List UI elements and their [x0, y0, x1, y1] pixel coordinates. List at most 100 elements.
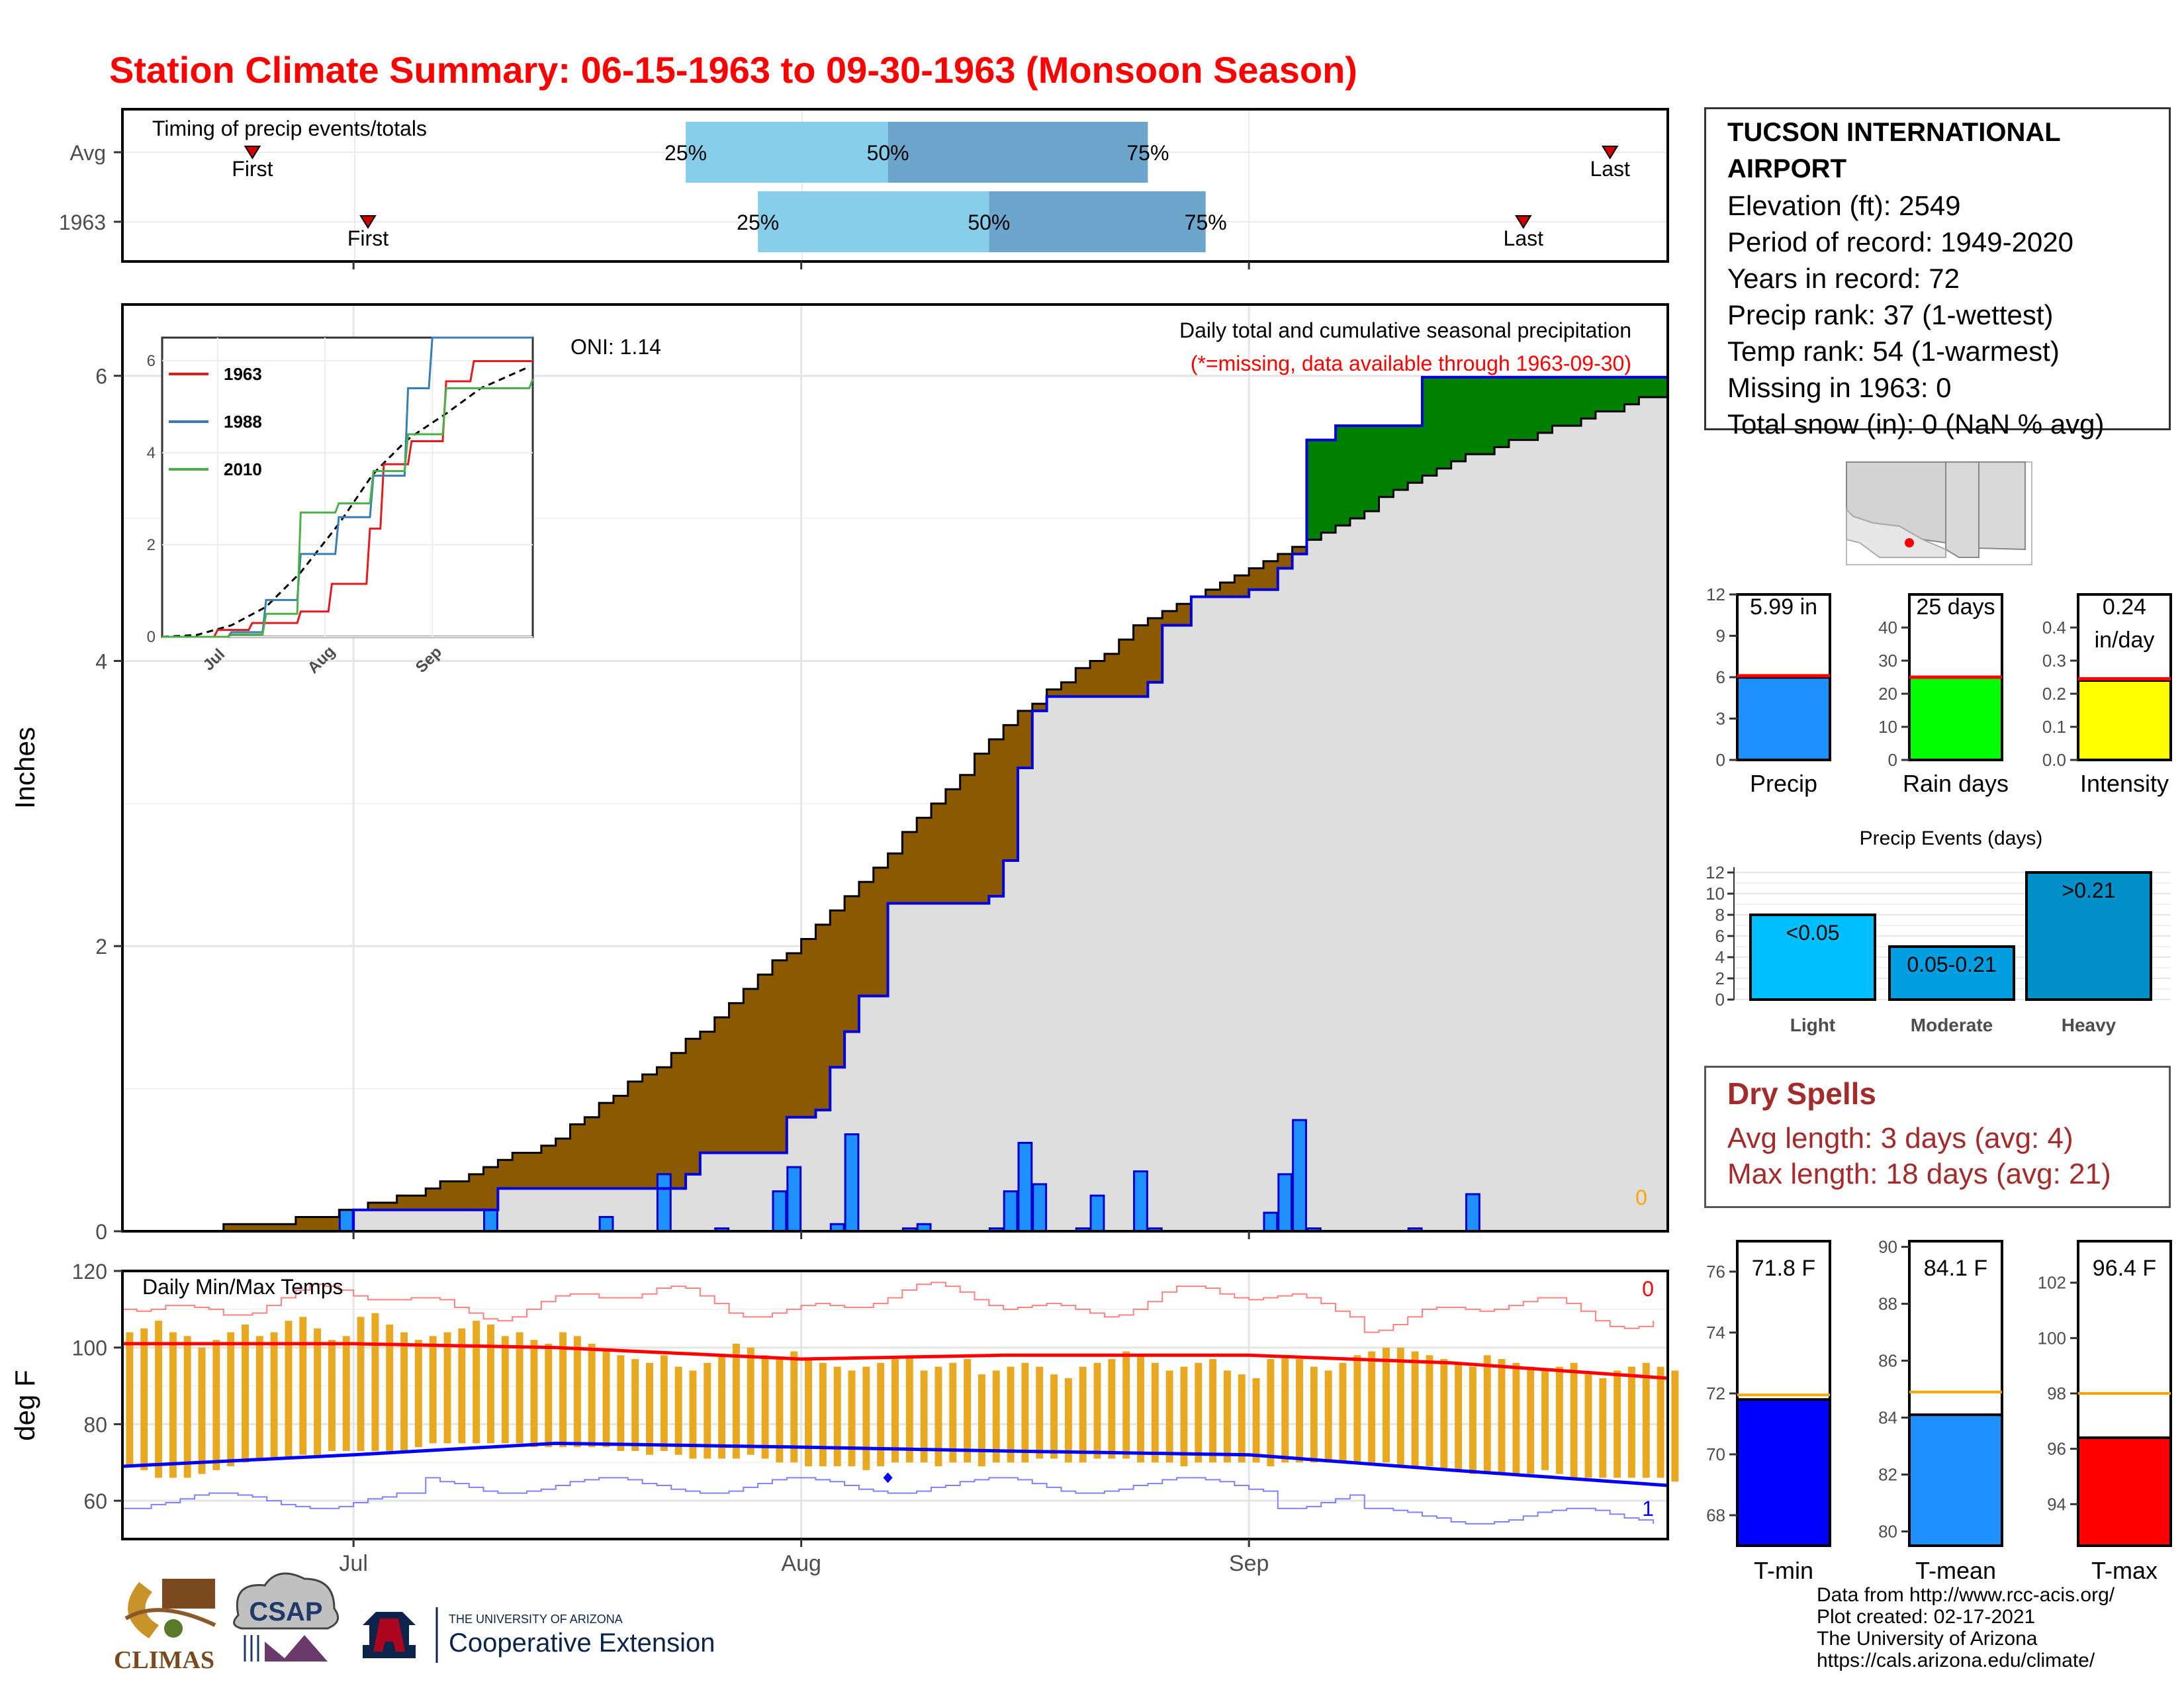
- month-label-Aug: Aug: [781, 1551, 821, 1576]
- events-bar-label-2: >0.21: [2062, 878, 2116, 902]
- daily-temp-range-bar: [978, 1374, 985, 1467]
- daily-temp-range-bar: [1440, 1359, 1448, 1470]
- cumulative-base-area: [1581, 418, 1596, 1232]
- daily-temp-range-bar: [1252, 1378, 1260, 1463]
- avg-exceeds-observed-area: [1205, 589, 1221, 597]
- temp-summary-tick-label: 90: [1878, 1237, 1897, 1257]
- daily-temp-range-bar: [949, 1362, 957, 1463]
- avg-exceeds-observed-area: [281, 1224, 296, 1231]
- temp-summary-tick-label: 74: [1706, 1323, 1725, 1342]
- avg-exceeds-observed-area: [786, 953, 802, 1117]
- daily-temp-range-bar: [559, 1332, 567, 1448]
- cumulative-base-area: [570, 1188, 585, 1231]
- events-tick-label: 6: [1715, 926, 1725, 946]
- observed-exceeds-avg-area: [1552, 377, 1567, 426]
- cumulative-base-area: [1046, 696, 1062, 1231]
- daily-temp-range-bar: [155, 1321, 163, 1478]
- avg-exceeds-observed-area: [902, 831, 917, 904]
- cumulative-base-area: [743, 1152, 758, 1231]
- cumulative-base-area: [858, 996, 874, 1231]
- avg-exceeds-observed-area: [1292, 547, 1308, 554]
- daily-temp-range-bar: [646, 1362, 653, 1455]
- cumulative-base-area: [1480, 454, 1495, 1232]
- cumulative-base-area: [440, 1209, 455, 1231]
- daily-temp-range-bar: [1281, 1355, 1289, 1463]
- daily-temp-range-bar: [1238, 1374, 1246, 1463]
- daily-temp-range-bar: [1614, 1370, 1621, 1478]
- events-tick-label: 0: [1715, 990, 1725, 1009]
- daily-precip-bar: [1263, 1211, 1279, 1233]
- inset-panel: 0 2 4 6 Jul Aug Sep 1963 1988 2010: [147, 336, 534, 677]
- temp-summary-bar-1: [1908, 1413, 2003, 1547]
- cumulative-base-area: [989, 896, 1004, 1231]
- summary-bar-xlabel-1: Rain days: [1903, 770, 2009, 797]
- daily-temp-range-bar: [1151, 1362, 1159, 1463]
- temp-summary-tick-label: 84: [1878, 1408, 1897, 1428]
- cumulative-base-area: [454, 1209, 470, 1231]
- observed-exceeds-avg-area: [1523, 377, 1539, 440]
- daily-temp-range-bar: [1296, 1359, 1303, 1463]
- observed-exceeds-avg-area: [1436, 377, 1452, 469]
- cumulative-base-area: [1610, 411, 1625, 1231]
- record-min-line: [122, 1477, 1655, 1524]
- avg-exceeds-observed-area: [729, 1003, 744, 1153]
- daily-temp-range-bar: [270, 1332, 278, 1459]
- avg-exceeds-observed-area: [1234, 575, 1250, 597]
- precip-caption: Daily total and cumulative seasonal prec…: [1179, 318, 1631, 342]
- inset-series-2010: [162, 379, 534, 638]
- timing-last-label-y1963: Last: [1504, 226, 1544, 250]
- daily-temp-range-bar: [530, 1340, 538, 1448]
- precip-missing-count: 0: [1635, 1186, 1647, 1209]
- events-tick-label: 12: [1706, 863, 1725, 882]
- avg-exceeds-observed-area: [887, 853, 903, 904]
- daily-temp-range-bar: [357, 1317, 365, 1451]
- cumulative-base-area: [1263, 589, 1279, 1231]
- daily-temp-range-bar: [255, 1336, 263, 1459]
- daily-temp-range-bar: [1122, 1351, 1130, 1459]
- daily-temp-range-bar: [1064, 1378, 1072, 1463]
- avg-exceeds-observed-area: [382, 1202, 398, 1210]
- cumulative-base-area: [627, 1188, 643, 1231]
- cumulative-base-area: [1552, 426, 1567, 1231]
- daily-temp-range-bar: [314, 1328, 322, 1455]
- timing-panel: 25% 50% 75% First Last 25% 50% 75% First Last Tim…: [59, 108, 1669, 263]
- avg-exceeds-observed-area: [1148, 618, 1163, 682]
- daily-temp-range-bar: [877, 1362, 885, 1467]
- daily-temp-range-bar: [443, 1332, 451, 1444]
- cumulative-base-area: [1234, 596, 1250, 1231]
- temp-summary-tick-label: 102: [2038, 1273, 2066, 1293]
- cumulative-base-area: [1220, 596, 1235, 1231]
- events-title: Precip Events (days): [1860, 827, 2043, 849]
- avg-exceeds-observed-area: [627, 1081, 643, 1189]
- summary-bar-tick-label: 0.4: [2042, 618, 2066, 637]
- cumulative-base-area: [1032, 710, 1048, 1231]
- summary-bar-tick-label: 10: [1878, 717, 1897, 737]
- credit-line-2: Plot created: 02-17-2021: [1817, 1606, 2036, 1628]
- precip-panel: 0 2 4 6 Daily total and cumulative seasonal…: [9, 261, 1669, 1244]
- daily-temp-range-bar: [1310, 1366, 1318, 1463]
- cumulative-base-area: [469, 1209, 484, 1231]
- avg-exceeds-observed-area: [310, 1217, 326, 1231]
- cumulative-base-area: [1624, 404, 1639, 1231]
- inset-x-tick-label: Sep: [412, 643, 445, 677]
- temp-summary-tick-label: 100: [2038, 1328, 2066, 1348]
- daily-temp-range-bar: [905, 1355, 913, 1463]
- observed-exceeds-avg-area: [1537, 377, 1553, 433]
- daily-temp-range-bar: [1180, 1366, 1188, 1467]
- cumulative-base-area: [1422, 475, 1437, 1231]
- daily-temp-range-bar: [1079, 1366, 1087, 1463]
- timing-row-avg: Avg: [69, 141, 106, 165]
- observed-exceeds-avg-area: [1595, 377, 1611, 412]
- month-label-Jul: Jul: [339, 1551, 367, 1576]
- dry-spells-title: Dry Spells: [1727, 1076, 1876, 1111]
- avg-exceeds-observed-area: [772, 960, 788, 1153]
- cumulative-base-area: [584, 1188, 600, 1231]
- y-tick-label: 0: [95, 1220, 107, 1244]
- temp-summary-xlabel-2: T-max: [2091, 1557, 2158, 1584]
- cumulative-base-area: [527, 1188, 542, 1231]
- daily-precip-bar: [1003, 1190, 1019, 1233]
- inset-x-tick-label: Jul: [200, 645, 229, 675]
- station-info-panel: TUCSON INTERNATIONAL AIRPORT Elevation (…: [1704, 107, 2171, 440]
- daily-temp-range-bar: [1642, 1362, 1650, 1478]
